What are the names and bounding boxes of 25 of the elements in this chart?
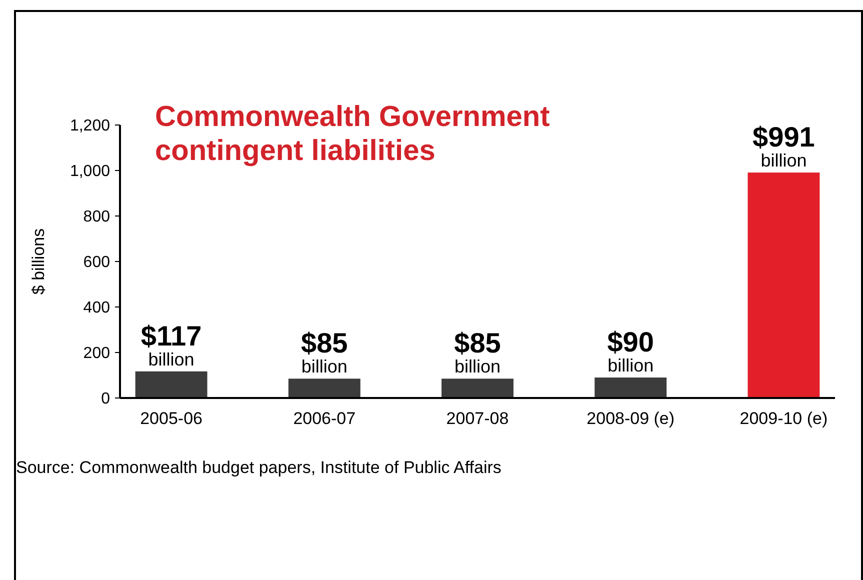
- y-tick-label: 200: [83, 345, 110, 362]
- x-tick-label: 2005-06: [140, 409, 202, 428]
- y-tick-label: 1,000: [70, 163, 110, 180]
- chart-title: Commonwealth Government contingent liabilities: [155, 101, 550, 167]
- y-axis-title: $ billions: [29, 228, 48, 295]
- data-label: $90 billion: [607, 326, 654, 376]
- bar: [135, 371, 208, 398]
- x-tick-label: 2006-07: [293, 409, 356, 428]
- y-tick-label: 800: [83, 208, 110, 226]
- source-note: Source: Commonwealth budget papers, Institute of Public Affairs: [16, 458, 502, 477]
- data-label: $991 billion: [752, 122, 815, 171]
- x-tick-label: 2007-08: [446, 409, 509, 428]
- data-label: $85 billion: [454, 328, 501, 377]
- y-tick-label: 0: [101, 390, 110, 408]
- data-label: $117 billion: [140, 320, 202, 370]
- bar: [288, 378, 360, 398]
- y-tick-label: 400: [83, 300, 110, 317]
- bar: [442, 378, 514, 398]
- bar: [594, 378, 667, 398]
- x-tick-label: 2008-09 (e): [586, 409, 675, 428]
- y-tick-label: 600: [83, 254, 110, 272]
- data-label: $85 billion: [301, 328, 348, 377]
- x-tick-label: 2009-10 (e): [740, 409, 828, 428]
- y-tick-label: 1,200: [70, 118, 110, 135]
- bar: [748, 172, 820, 398]
